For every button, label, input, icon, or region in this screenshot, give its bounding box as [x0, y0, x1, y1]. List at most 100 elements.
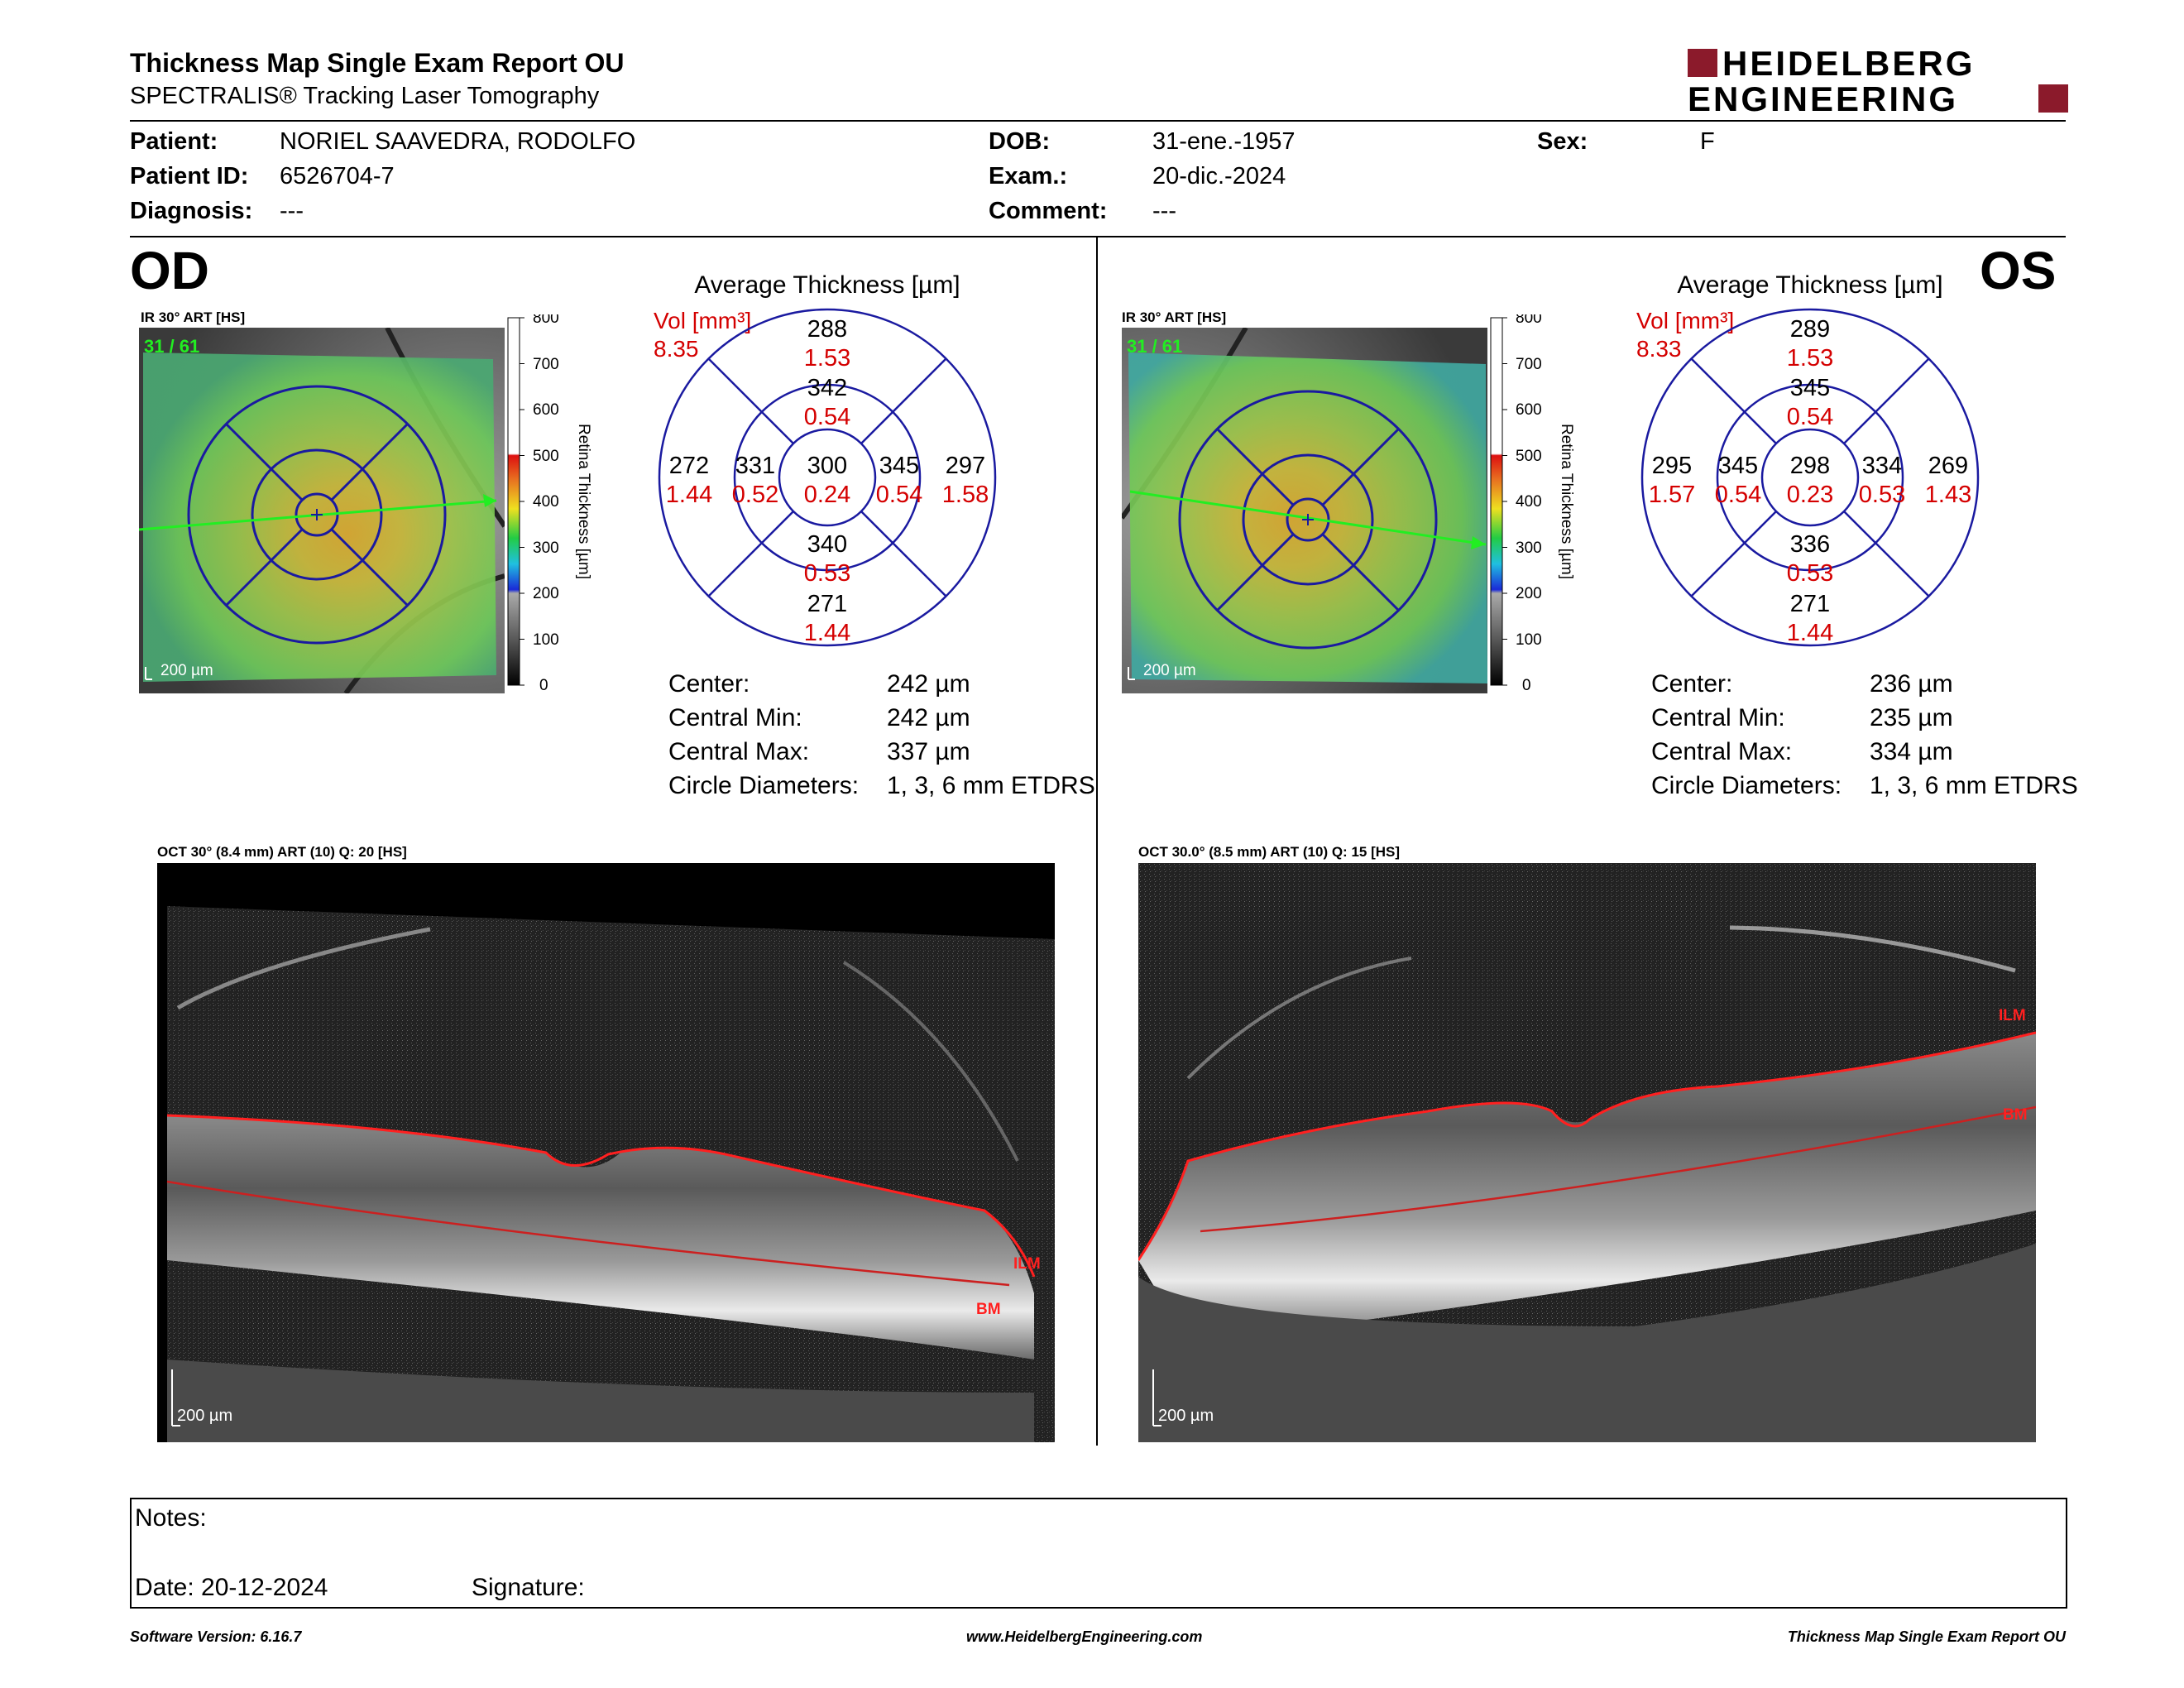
- comment-value: ---: [1152, 198, 1176, 224]
- os-oct-label: OCT 30.0° (8.5 mm) ART (10) Q: 15 [HS]: [1138, 844, 1401, 860]
- od-center-vol: 0.24: [804, 482, 850, 508]
- od-central-max-value: 337 µm: [887, 738, 970, 765]
- od-vol-total: 8.35: [654, 336, 699, 362]
- od-tick-400: 400: [533, 493, 559, 511]
- od-central-max-label: Central Max:: [668, 738, 810, 765]
- os-outer-right-vol: 1.43: [1925, 482, 1971, 508]
- footer-report-name: Thickness Map Single Exam Report OU: [1787, 1628, 2066, 1645]
- dob-label: DOB:: [989, 128, 1051, 155]
- od-inner-inf-thickness: 340: [807, 531, 847, 558]
- patient-id-label: Patient ID:: [130, 163, 249, 189]
- os-inner-right-vol: 0.53: [1859, 482, 1905, 508]
- os-vol-total: 8.33: [1636, 336, 1682, 362]
- od-inner-right-vol: 0.54: [876, 482, 922, 508]
- od-tick-800: 800: [533, 314, 559, 327]
- exam-value: 20-dic.-2024: [1152, 163, 1286, 189]
- od-inner-sup-vol: 0.54: [804, 404, 850, 430]
- os-outer-inf-thickness: 271: [1790, 591, 1830, 617]
- od-outer-left-thickness: 272: [669, 453, 709, 479]
- os-inner-inf-vol: 0.53: [1787, 560, 1833, 587]
- os-inner-inf-thickness: 336: [1790, 531, 1830, 558]
- os-tick-700: 700: [1516, 356, 1542, 373]
- od-oct-scale-label: 200 µm: [177, 1407, 232, 1425]
- od-tick-500: 500: [533, 448, 559, 465]
- os-inner-right-thickness: 334: [1862, 453, 1902, 479]
- od-scale-title: Retina Thickness [µm]: [575, 424, 592, 579]
- od-central-min-label: Central Min:: [668, 704, 802, 731]
- os-tick-100: 100: [1516, 631, 1542, 649]
- patient-label: Patient:: [130, 128, 218, 155]
- os-oct-bscan: ILM BM 200 µm: [1137, 863, 2037, 1442]
- od-inner-inf-vol: 0.53: [804, 560, 850, 587]
- dob-value: 31-ene.-1957: [1152, 128, 1296, 155]
- os-tick-400: 400: [1516, 493, 1542, 511]
- os-tick-200: 200: [1516, 585, 1542, 602]
- od-oct-label: OCT 30° (8.4 mm) ART (10) Q: 20 [HS]: [157, 844, 407, 860]
- od-outer-inf-vol: 1.44: [804, 620, 850, 646]
- os-inner-sup-vol: 0.54: [1787, 404, 1833, 430]
- os-outer-sup-thickness: 289: [1790, 316, 1830, 343]
- os-central-max-value: 334 µm: [1870, 738, 1953, 765]
- os-outer-left-thickness: 295: [1652, 453, 1692, 479]
- od-circle-diameters-label: Circle Diameters:: [668, 772, 860, 799]
- os-inner-left-vol: 0.54: [1715, 482, 1761, 508]
- report-title: Thickness Map Single Exam Report OU: [130, 48, 625, 78]
- os-center-label: Center:: [1651, 670, 1733, 698]
- os-ir-label: IR 30° ART [HS]: [1122, 309, 1227, 325]
- os-circle-diameters-value: 1, 3, 6 mm ETDRS: [1870, 772, 2078, 799]
- os-central-min-value: 235 µm: [1870, 704, 1953, 731]
- os-color-scale: 800 700 600 500 400 300 200 100 0 Retina…: [1489, 309, 1580, 695]
- od-avg-title: Average Thickness [µm]: [694, 271, 960, 299]
- os-frame-counter: 31 / 61: [1127, 336, 1182, 357]
- od-color-scale: 800 700 600 500 400 300 200 100 0 Retina…: [506, 309, 597, 695]
- od-inner-left-thickness: 331: [735, 453, 775, 479]
- od-tick-0: 0: [539, 677, 548, 694]
- os-tick-0: 0: [1522, 677, 1531, 694]
- od-center-value: 242 µm: [887, 670, 970, 698]
- od-inner-sup-thickness: 342: [807, 375, 847, 401]
- patient-id-value: 6526704-7: [280, 163, 395, 189]
- od-outer-right-vol: 1.58: [942, 482, 989, 508]
- os-thickness-map: 31 / 61 200 µm: [1119, 326, 1487, 693]
- od-bm-label: BM: [976, 1301, 1001, 1318]
- od-outer-right-thickness: 297: [946, 453, 985, 479]
- diagnosis-label: Diagnosis:: [130, 198, 253, 224]
- os-etdrs-grid: 289 1.53 345 0.54 298 0.23 345 0.54 334 …: [1640, 308, 1980, 647]
- od-outer-inf-thickness: 271: [807, 591, 847, 617]
- os-outer-left-vol: 1.57: [1649, 482, 1695, 508]
- notes-label: Notes:: [135, 1504, 207, 1532]
- od-central-min-value: 242 µm: [887, 704, 970, 731]
- os-eye-label: OS: [1980, 241, 2057, 300]
- sex-label: Sex:: [1537, 128, 1588, 155]
- od-oct-bscan: ILM BM 200 µm: [157, 863, 1055, 1442]
- os-outer-right-thickness: 269: [1928, 453, 1968, 479]
- heidelberg-logo: HEIDELBERG ENGINEERING: [1688, 44, 2068, 118]
- od-tick-200: 200: [533, 585, 559, 602]
- os-tick-800: 800: [1516, 314, 1542, 327]
- signature-label: Signature:: [472, 1574, 585, 1601]
- os-vol-label: Vol [mm³]: [1636, 308, 1735, 333]
- os-tick-500: 500: [1516, 448, 1542, 465]
- sex-value: F: [1700, 128, 1715, 155]
- os-inner-sup-thickness: 345: [1790, 375, 1830, 401]
- os-circle-diameters-label: Circle Diameters:: [1651, 772, 1842, 799]
- os-oct-scale-label: 200 µm: [1158, 1407, 1214, 1425]
- od-outer-left-vol: 1.44: [666, 482, 712, 508]
- od-circle-diameters-value: 1, 3, 6 mm ETDRS: [887, 772, 1095, 799]
- od-thickness-map: 31 / 61 200 µm: [138, 326, 507, 695]
- website-link[interactable]: www.HeidelbergEngineering.com: [966, 1628, 1203, 1645]
- od-center-label: Center:: [668, 670, 750, 698]
- os-central-min-label: Central Min:: [1651, 704, 1785, 731]
- date-label: Date: 20-12-2024: [135, 1574, 328, 1601]
- os-tick-300: 300: [1516, 539, 1542, 557]
- od-outer-sup-vol: 1.53: [804, 345, 850, 372]
- exam-label: Exam.:: [989, 163, 1068, 189]
- od-scale-bar-label: 200 µm: [160, 662, 213, 679]
- od-tick-600: 600: [533, 401, 559, 419]
- os-bm-label: BM: [2003, 1106, 2028, 1124]
- os-ilm-label: ILM: [1999, 1007, 2026, 1024]
- od-ir-label: IR 30° ART [HS]: [141, 309, 246, 325]
- os-outer-inf-vol: 1.44: [1787, 620, 1833, 646]
- od-ilm-label: ILM: [1013, 1255, 1041, 1273]
- report-subtitle: SPECTRALIS® Tracking Laser Tomography: [130, 83, 600, 109]
